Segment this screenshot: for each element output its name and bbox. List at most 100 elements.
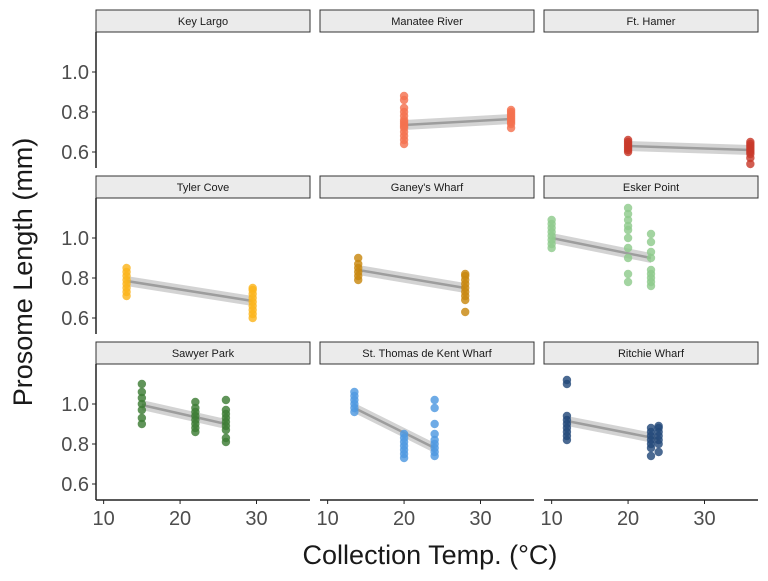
- facet-strip: [543, 9, 759, 33]
- data-point: [654, 447, 663, 457]
- data-point: [623, 203, 633, 213]
- data-point: [746, 137, 755, 147]
- facet-strip: [319, 341, 535, 365]
- y-axis-title: Prosome Length (mm): [8, 138, 38, 407]
- x-tick-label: 30: [693, 508, 715, 530]
- y-tick-label: 0.6: [61, 474, 89, 496]
- facet-panel: Key Largo 0.6 0.8 1.0: [61, 9, 311, 168]
- data-point: [354, 259, 363, 269]
- data-point: [122, 263, 131, 273]
- data-point: [399, 429, 409, 439]
- x-tick-label: 20: [393, 508, 415, 530]
- fit-line: [358, 268, 466, 290]
- data-point: [137, 413, 147, 423]
- facet-strip: [319, 9, 535, 33]
- facet-panel: Ganey's Wharf: [319, 175, 535, 317]
- facet-panel: Ritchie Wharf 10 20 30: [541, 341, 759, 530]
- facet-panel: Sawyer Park 0.6 0.8 1.0 10 20 30: [61, 341, 311, 530]
- fit-line: [566, 419, 659, 441]
- facet-title: Ft. Hamer: [627, 16, 676, 28]
- facet-title: Manatee River: [391, 16, 463, 28]
- facet-strip: [95, 175, 311, 199]
- facet-title: Sawyer Park: [172, 348, 235, 360]
- data-point: [623, 243, 633, 253]
- y-tick-label: 1.0: [61, 62, 89, 84]
- facet-strip: [95, 9, 311, 33]
- data-point: [646, 237, 656, 247]
- data-point: [430, 429, 439, 439]
- facet-strip: [543, 341, 759, 365]
- x-tick-label: 20: [617, 508, 639, 530]
- fit-line: [126, 279, 253, 303]
- data-point: [191, 397, 200, 407]
- data-point: [350, 387, 359, 397]
- facet-title: St. Thomas de Kent Wharf: [362, 348, 492, 360]
- data-point: [623, 277, 633, 287]
- data-point: [506, 105, 516, 115]
- data-point: [623, 269, 633, 279]
- facet-strip: [95, 341, 311, 365]
- y-tick-label: 0.8: [61, 102, 89, 124]
- data-point: [137, 419, 147, 429]
- data-point: [562, 375, 572, 385]
- data-point: [646, 253, 656, 263]
- data-point: [221, 395, 231, 405]
- data-point: [623, 221, 633, 231]
- data-point: [137, 405, 147, 415]
- x-axis-title: Collection Temp. (°C): [303, 540, 558, 570]
- facet-panel: Esker Point: [543, 175, 759, 291]
- data-point: [430, 435, 439, 445]
- data-point: [137, 379, 147, 389]
- data-point: [191, 403, 200, 413]
- x-tick-label: 20: [169, 508, 191, 530]
- y-tick-label: 0.8: [61, 434, 89, 456]
- data-point: [623, 135, 633, 145]
- facet-title: Key Largo: [178, 16, 228, 28]
- y-tick-label: 1.0: [61, 394, 89, 416]
- facet-panel: St. Thomas de Kent Wharf 10 20 30: [317, 341, 535, 530]
- data-point: [430, 419, 439, 429]
- y-tick-label: 0.6: [61, 308, 89, 330]
- x-tick-label: 30: [245, 508, 267, 530]
- data-point: [221, 433, 231, 443]
- data-point: [646, 229, 656, 239]
- data-point: [623, 209, 633, 219]
- data-point: [646, 265, 656, 275]
- data-point: [354, 253, 363, 263]
- data-point: [461, 307, 470, 317]
- y-tick-label: 0.6: [61, 142, 89, 164]
- data-point: [623, 233, 633, 243]
- data-point: [137, 387, 147, 397]
- data-point: [221, 405, 231, 415]
- data-point: [562, 411, 572, 421]
- fit-line: [628, 144, 751, 152]
- data-point: [646, 247, 656, 257]
- data-point: [430, 395, 439, 405]
- x-tick-label: 30: [469, 508, 491, 530]
- data-point: [399, 91, 409, 101]
- facet-title: Esker Point: [623, 182, 679, 194]
- data-point: [461, 269, 470, 279]
- data-point: [547, 215, 556, 225]
- x-tick-label: 10: [317, 508, 339, 530]
- fit-line: [353, 406, 436, 450]
- fit-line: [141, 403, 227, 426]
- fit-line: [551, 236, 652, 260]
- x-tick-label: 10: [541, 508, 563, 530]
- data-point: [137, 393, 147, 403]
- facet-title: Tyler Cove: [177, 182, 230, 194]
- fit-line: [404, 117, 512, 127]
- facet-title: Ganey's Wharf: [391, 182, 464, 194]
- facet-panel: Ft. Hamer: [543, 9, 759, 169]
- data-point: [399, 103, 409, 113]
- data-point: [623, 215, 633, 225]
- data-point: [654, 421, 663, 431]
- data-point: [746, 159, 755, 169]
- data-point: [646, 451, 656, 461]
- facet-strip: [543, 175, 759, 199]
- data-point: [623, 253, 633, 263]
- data-point: [646, 423, 656, 433]
- data-point: [430, 403, 439, 413]
